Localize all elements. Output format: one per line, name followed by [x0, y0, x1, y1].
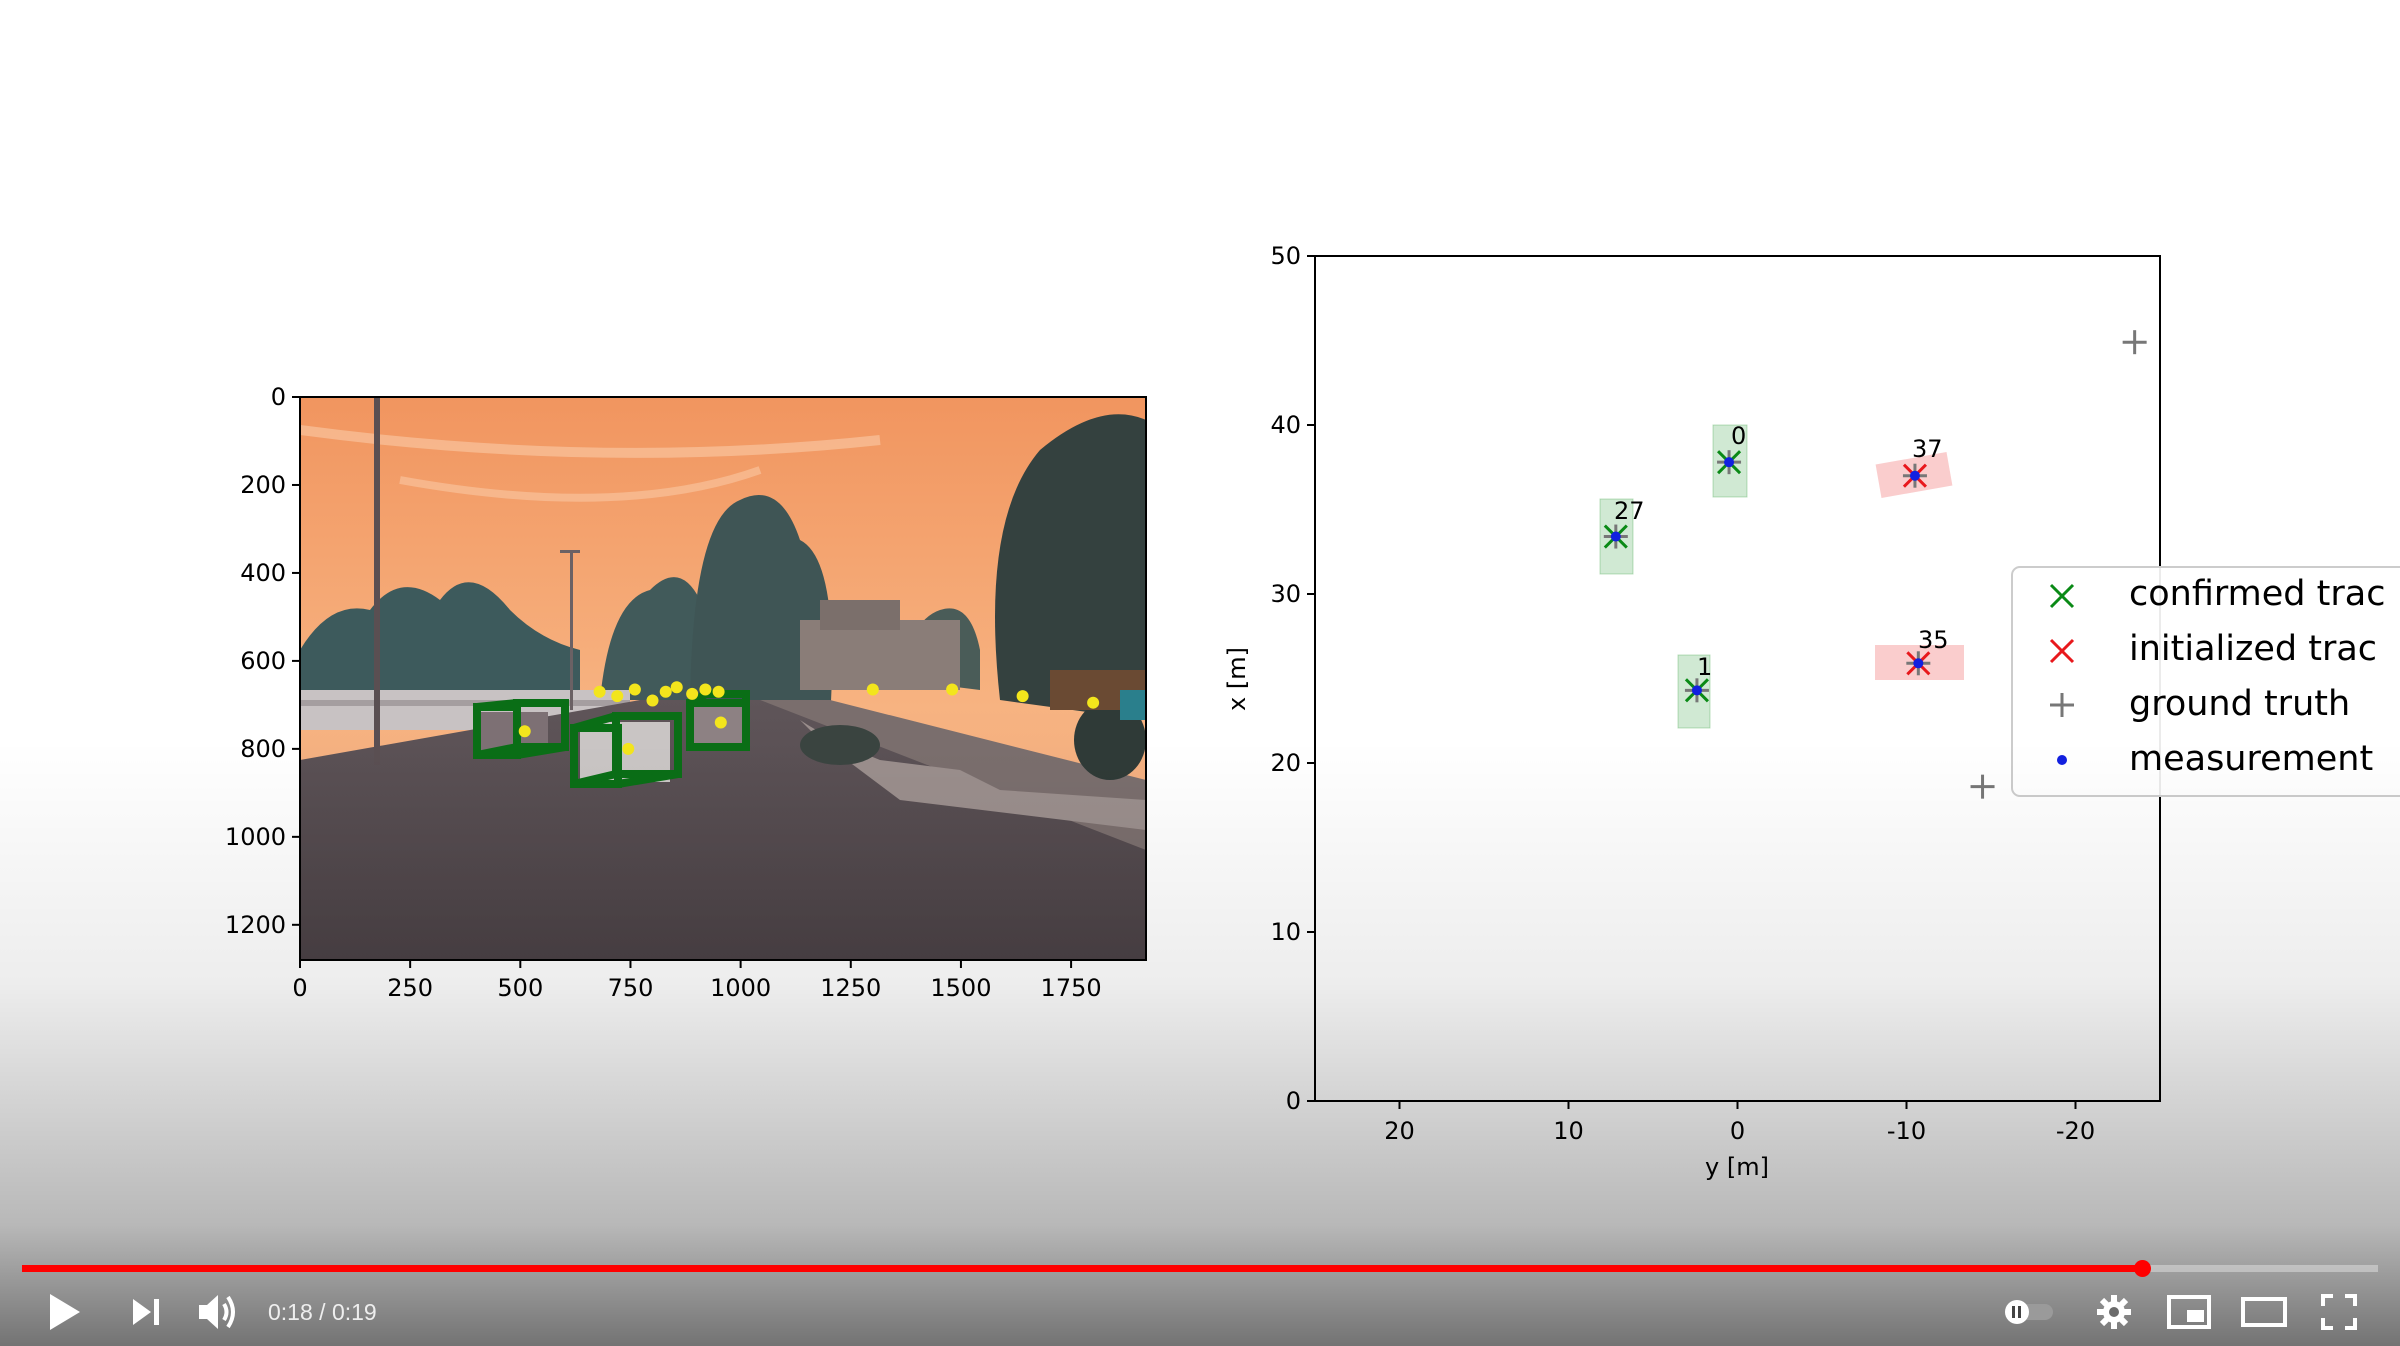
- ground-truth-marker: [2122, 330, 2147, 355]
- progress-scrubber[interactable]: [2134, 1260, 2152, 1277]
- measurement-point: [1724, 457, 1735, 468]
- legend-ground-truth-label: ground truth: [2129, 684, 2350, 724]
- settings-button[interactable]: [2080, 1278, 2148, 1346]
- legend-confirmed-label: confirmed trac: [2129, 574, 2385, 614]
- volume-icon: [199, 1295, 235, 1329]
- camera-y-tick-label: 400: [240, 559, 286, 587]
- theater-mode-icon: [2241, 1297, 2287, 1327]
- camera-photo: [300, 397, 1146, 960]
- camera-y-axis: 0 200 400 600 800 1000 1200: [225, 383, 300, 939]
- progress-bar[interactable]: [22, 1260, 2378, 1277]
- legend-confirmed-marker: [2049, 583, 2075, 609]
- camera-point: [686, 687, 699, 700]
- camera-image-plot: 0 200 400 600 800 1000 1200 0 250 500 750 1000 1250…: [225, 383, 1147, 1002]
- time-separator: /: [312, 1299, 332, 1325]
- track-markers: [1603, 330, 2147, 799]
- measurement-point: [1913, 658, 1924, 669]
- camera-point: [1016, 690, 1029, 703]
- play-icon: [50, 1294, 80, 1330]
- legend: confirmed trac initialized trac ground t…: [2011, 566, 2400, 797]
- tracking-y-tick-label: 30: [1270, 580, 1301, 608]
- autoplay-toggle[interactable]: [1996, 1278, 2064, 1346]
- track-label-27: 27: [1614, 497, 1645, 525]
- legend-measurement-marker: [2057, 755, 2067, 765]
- camera-point: [518, 725, 531, 738]
- time-display: 0:18 / 0:19: [268, 1278, 377, 1346]
- tracking-x-label: y [m]: [1705, 1153, 1769, 1181]
- autoplay-toggle-icon: [2005, 1300, 2053, 1324]
- camera-point: [611, 690, 624, 703]
- camera-points: [518, 681, 1100, 755]
- tracking-x-tick-label: 10: [1553, 1117, 1584, 1145]
- legend-initialized-label: initialized trac: [2129, 629, 2377, 669]
- tracking-x-tick-label: -10: [1887, 1117, 1926, 1145]
- progress-played: [22, 1265, 2143, 1272]
- camera-point: [646, 694, 659, 707]
- camera-point: [1087, 696, 1100, 709]
- camera-point: [714, 716, 727, 729]
- fullscreen-button[interactable]: [2305, 1278, 2373, 1346]
- camera-point: [712, 685, 725, 698]
- theater-mode-button[interactable]: [2230, 1278, 2298, 1346]
- track-label-35: 35: [1918, 626, 1949, 654]
- miniplayer-button[interactable]: [2155, 1278, 2223, 1346]
- gear-icon: [2097, 1295, 2131, 1329]
- next-button[interactable]: [112, 1278, 180, 1346]
- player-controls: 0:18 / 0:19: [0, 1278, 2400, 1346]
- camera-x-tick-label: 750: [608, 974, 654, 1002]
- tracking-y-tick-label: 40: [1270, 411, 1301, 439]
- measurement-point: [1909, 470, 1920, 481]
- tracking-x-axis: 20 10 0 -10 -20: [1384, 1101, 2095, 1145]
- camera-point: [593, 685, 606, 698]
- camera-point: [628, 683, 641, 696]
- camera-y-tick-label: 1000: [225, 823, 286, 851]
- camera-x-tick-label: 500: [497, 974, 543, 1002]
- tracking-x-tick-label: -20: [2056, 1117, 2095, 1145]
- camera-point: [699, 683, 712, 696]
- camera-x-axis: 0 250 500 750 1000 1250 1500 1750: [292, 960, 1102, 1002]
- tracking-y-tick-label: 10: [1270, 918, 1301, 946]
- legend-ground-truth-marker: [2050, 693, 2074, 717]
- measurement-point: [1610, 531, 1621, 542]
- miniplayer-icon: [2167, 1295, 2211, 1329]
- tracking-x-tick-label: 20: [1384, 1117, 1415, 1145]
- camera-point: [866, 683, 879, 696]
- camera-point: [946, 683, 959, 696]
- camera-x-tick-label: 1750: [1041, 974, 1102, 1002]
- camera-point: [659, 685, 672, 698]
- tracking-y-tick-label: 50: [1270, 242, 1301, 270]
- tracking-x-tick-label: 0: [1730, 1117, 1745, 1145]
- play-button[interactable]: [30, 1278, 98, 1346]
- camera-x-tick-label: 1250: [820, 974, 881, 1002]
- fullscreen-icon: [2321, 1294, 2357, 1330]
- tracking-y-tick-label: 0: [1286, 1087, 1301, 1115]
- camera-point: [622, 742, 635, 755]
- tracking-y-axis: 0 10 20 30 40 50: [1270, 242, 1315, 1115]
- camera-y-tick-label: 600: [240, 647, 286, 675]
- legend-initialized-marker: [2049, 638, 2075, 664]
- tracking-plot: 0 10 20 30 40 50 20 10 0 -10 -20 y [m] x [m] 0 27…: [1223, 242, 2400, 1181]
- track-label-0: 0: [1731, 422, 1746, 450]
- tracking-y-tick-label: 20: [1270, 749, 1301, 777]
- current-time: 0:18: [268, 1299, 313, 1325]
- camera-x-tick-label: 1500: [930, 974, 991, 1002]
- legend-measurement-label: measurement: [2129, 739, 2373, 779]
- tracking-y-label: x [m]: [1223, 647, 1251, 711]
- track-label-1: 1: [1697, 653, 1712, 681]
- camera-point: [670, 681, 683, 694]
- camera-x-tick-label: 0: [292, 974, 307, 1002]
- camera-y-tick-label: 1200: [225, 911, 286, 939]
- mute-button[interactable]: [184, 1278, 252, 1346]
- camera-x-tick-label: 1000: [710, 974, 771, 1002]
- duration: 0:19: [331, 1299, 377, 1325]
- camera-y-tick-label: 200: [240, 471, 286, 499]
- camera-y-tick-label: 800: [240, 735, 286, 763]
- measurement-point: [1691, 685, 1702, 696]
- camera-x-tick-label: 250: [387, 974, 433, 1002]
- next-icon: [133, 1299, 159, 1325]
- camera-y-tick-label: 0: [271, 383, 286, 411]
- track-label-37: 37: [1912, 435, 1943, 463]
